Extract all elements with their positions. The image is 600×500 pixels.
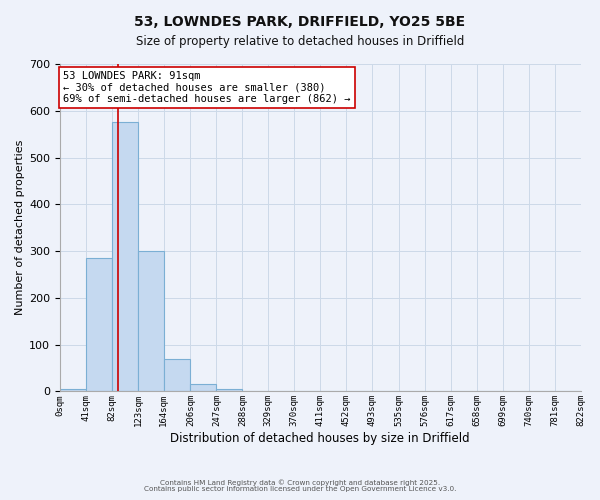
Bar — [190, 384, 217, 392]
Text: Contains HM Land Registry data © Crown copyright and database right 2025.
Contai: Contains HM Land Registry data © Crown c… — [144, 479, 456, 492]
X-axis label: Distribution of detached houses by size in Driffield: Distribution of detached houses by size … — [170, 432, 470, 445]
Bar — [138, 251, 164, 392]
Bar — [86, 258, 112, 392]
Text: 53, LOWNDES PARK, DRIFFIELD, YO25 5BE: 53, LOWNDES PARK, DRIFFIELD, YO25 5BE — [134, 15, 466, 29]
Bar — [164, 358, 190, 392]
Bar — [112, 122, 138, 392]
Y-axis label: Number of detached properties: Number of detached properties — [15, 140, 25, 316]
Text: Size of property relative to detached houses in Driffield: Size of property relative to detached ho… — [136, 35, 464, 48]
Text: 53 LOWNDES PARK: 91sqm
← 30% of detached houses are smaller (380)
69% of semi-de: 53 LOWNDES PARK: 91sqm ← 30% of detached… — [63, 71, 350, 104]
Bar — [60, 389, 86, 392]
Bar — [217, 389, 242, 392]
